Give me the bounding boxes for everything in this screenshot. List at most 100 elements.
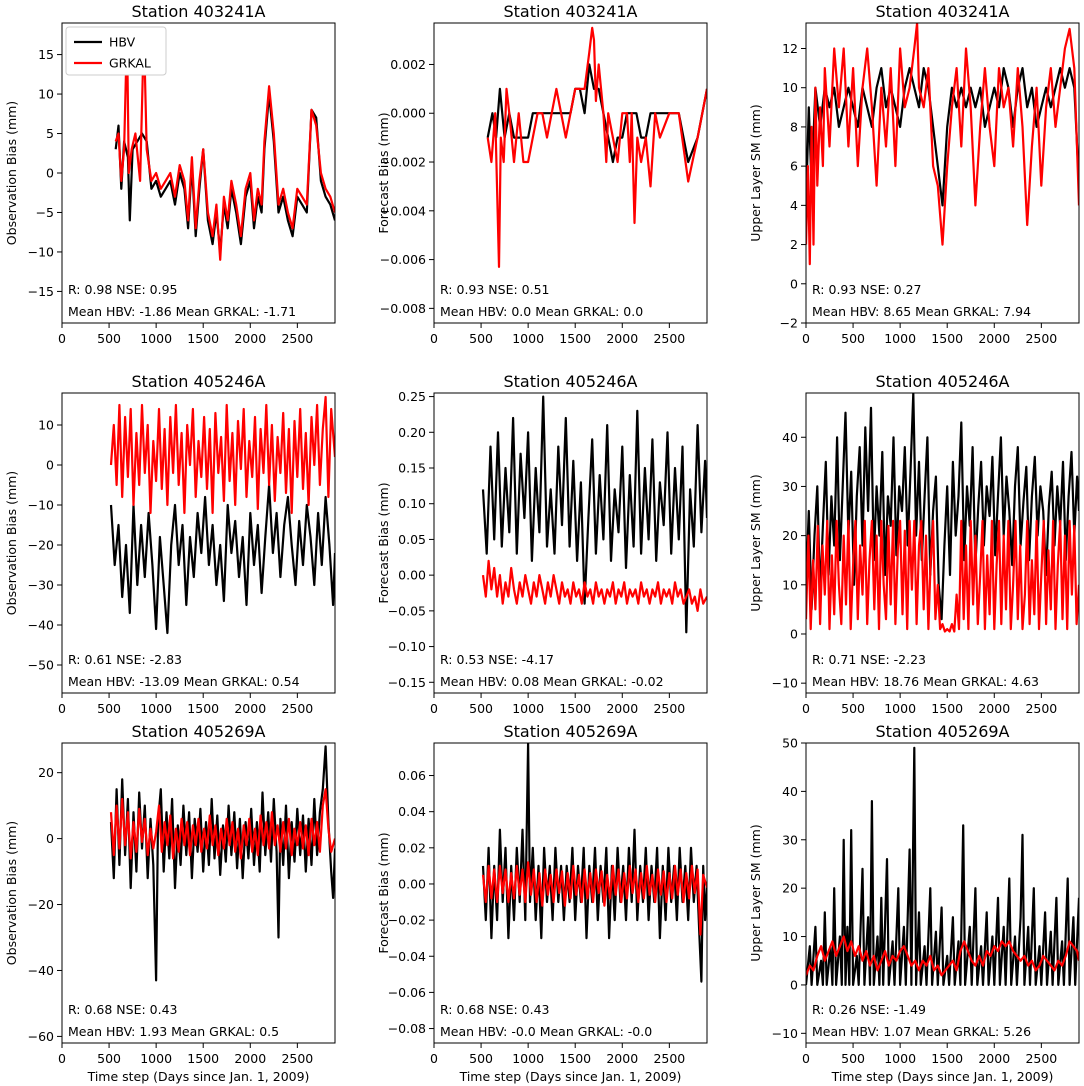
- y-tick-label: 0.15: [398, 461, 426, 476]
- x-tick-label: 1500: [187, 1051, 219, 1066]
- series-group: [109, 745, 335, 982]
- stats-means: Mean HBV: 0.0 Mean GRKAL: 0.0: [440, 304, 643, 319]
- series-group: [806, 393, 1079, 633]
- chart-panel-9: 0 500 1000 1500 2000 2500 −10 0 10 20 30 40 50 Statio…: [748, 722, 1080, 1084]
- series-line-hbv: [806, 746, 1079, 986]
- y-axis-label: Upper Layer SM (mm): [748, 474, 763, 611]
- y-tick-label: 0: [790, 276, 798, 291]
- chart-panel-2: 0 500 1000 1500 2000 2500 −0.008 −0.006 −0.004 −0…: [376, 2, 708, 346]
- y-axis-label: Upper Layer SM (mm): [748, 824, 763, 961]
- y-tick-label: 30: [782, 832, 798, 847]
- legend: HBV GRKAL: [65, 26, 167, 76]
- series-line-hbv: [806, 393, 1079, 621]
- stats-means: Mean HBV: -1.86 Mean GRKAL: -1.71: [68, 304, 296, 319]
- y-tick-label: 0.02: [398, 840, 426, 855]
- plot-frame: [61, 742, 336, 1044]
- y-axis-label: Observation Bias (mm): [4, 101, 19, 245]
- x-tick-label: 1000: [884, 1051, 916, 1066]
- y-tick-label: −10: [772, 1026, 798, 1041]
- legend-label-hbv: HBV: [109, 35, 136, 50]
- y-tick-label: 10: [38, 87, 54, 102]
- y-tick-label: 0: [46, 458, 54, 473]
- chart-title: Station 405269A: [132, 722, 266, 741]
- chart-title: Station 405269A: [504, 722, 638, 741]
- x-tick-label: 1500: [931, 331, 963, 346]
- y-tick-label: −60: [28, 1029, 54, 1044]
- x-tick-label: 2500: [1025, 1051, 1057, 1066]
- stats-r-nse: R: 0.93 NSE: 0.51: [440, 282, 550, 297]
- y-axis-label: Forecast Bias (mm): [376, 482, 391, 603]
- y-tick-label: 20: [38, 765, 54, 780]
- y-tick-label: 10: [782, 929, 798, 944]
- x-tick-label: 500: [469, 1051, 493, 1066]
- stats-r-nse: R: 0.61 NSE: -2.83: [68, 652, 182, 667]
- x-tick-label: 2000: [234, 1051, 266, 1066]
- stats-means: Mean HBV: 1.93 Mean GRKAL: 0.5: [68, 1024, 279, 1039]
- y-tick-label: −20: [28, 538, 54, 553]
- x-tick-label: 2500: [1025, 701, 1057, 716]
- x-tick-label: 2500: [653, 1051, 685, 1066]
- x-tick-label: 1000: [512, 331, 544, 346]
- series-group: [806, 746, 1079, 986]
- y-tick-label: −0.002: [380, 155, 426, 170]
- x-tick-label: 0: [802, 331, 810, 346]
- stats-r-nse: R: 0.68 NSE: 0.43: [68, 1002, 178, 1017]
- x-tick-label: 0: [802, 701, 810, 716]
- stats-means: Mean HBV: 0.08 Mean GRKAL: -0.02: [440, 674, 664, 689]
- x-tick-label: 500: [97, 1051, 121, 1066]
- x-tick-label: 1000: [140, 1051, 172, 1066]
- x-tick-label: 2500: [281, 701, 313, 716]
- y-tick-label: 0.20: [398, 425, 426, 440]
- chart-panel-4: 0 500 1000 1500 2000 2500 −50 −40 −30 −20 −10 0 10 St…: [4, 372, 336, 716]
- x-tick-label: 2500: [281, 1051, 313, 1066]
- y-tick-label: 0.25: [398, 389, 426, 404]
- x-tick-label: 2000: [978, 701, 1010, 716]
- x-tick-label: 500: [841, 1051, 865, 1066]
- x-tick-label: 500: [97, 331, 121, 346]
- x-tick-label: 2500: [281, 331, 313, 346]
- stats-r-nse: R: 0.26 NSE: -1.49: [812, 1002, 926, 1017]
- series-group: [481, 395, 707, 634]
- series-group: [109, 395, 335, 635]
- y-tick-label: 0.000: [390, 106, 426, 121]
- chart-panel-8: 0 500 1000 1500 2000 2500 −0.08 −0.06 −0.04 −0.02…: [376, 722, 708, 1084]
- chart-panel-5: 0 500 1000 1500 2000 2500 −0.15 −0.10 −0.05 0.00 0…: [376, 372, 708, 716]
- y-tick-label: 0.10: [398, 496, 426, 511]
- y-tick-label: −0.008: [380, 301, 426, 316]
- x-tick-label: 1500: [931, 701, 963, 716]
- y-tick-label: −30: [28, 578, 54, 593]
- y-tick-label: 20: [782, 881, 798, 896]
- y-axis-label: Observation Bias (mm): [4, 471, 19, 615]
- x-tick-label: 500: [841, 331, 865, 346]
- x-tick-label: 2500: [653, 701, 685, 716]
- y-tick-label: 0.06: [398, 768, 426, 783]
- series-line-hbv: [486, 63, 707, 164]
- chart-title: Station 405246A: [504, 372, 638, 391]
- y-tick-label: 0.00: [398, 876, 426, 891]
- x-tick-label: 1000: [884, 701, 916, 716]
- x-tick-label: 1000: [140, 701, 172, 716]
- stats-r-nse: R: 0.98 NSE: 0.95: [68, 282, 178, 297]
- y-tick-label: −2: [780, 316, 798, 331]
- legend-label-grkal: GRKAL: [109, 56, 151, 71]
- y-tick-label: −0.06: [388, 985, 426, 1000]
- x-tick-label: 2500: [1025, 331, 1057, 346]
- series-line-hbv: [481, 743, 707, 983]
- y-tick-label: −0.05: [388, 603, 426, 618]
- x-tick-label: 0: [58, 701, 66, 716]
- y-tick-label: 40: [782, 784, 798, 799]
- y-tick-label: 10: [38, 418, 54, 433]
- y-tick-label: −10: [28, 244, 54, 259]
- y-tick-label: 20: [782, 528, 798, 543]
- x-tick-label: 1500: [559, 331, 591, 346]
- y-tick-label: 0.05: [398, 532, 426, 547]
- x-tick-label: 1500: [559, 701, 591, 716]
- chart-title: Station 403241A: [132, 2, 266, 21]
- y-tick-label: −40: [28, 618, 54, 633]
- series-line-grkal: [481, 861, 707, 936]
- series-line-hbv: [481, 395, 707, 634]
- y-axis-label: Forecast Bias (mm): [376, 832, 391, 953]
- x-tick-label: 1500: [187, 331, 219, 346]
- chart-panel-3: 0 500 1000 1500 2000 2500 −2 0 2 4 6 8 10 12 Station 4…: [748, 2, 1080, 346]
